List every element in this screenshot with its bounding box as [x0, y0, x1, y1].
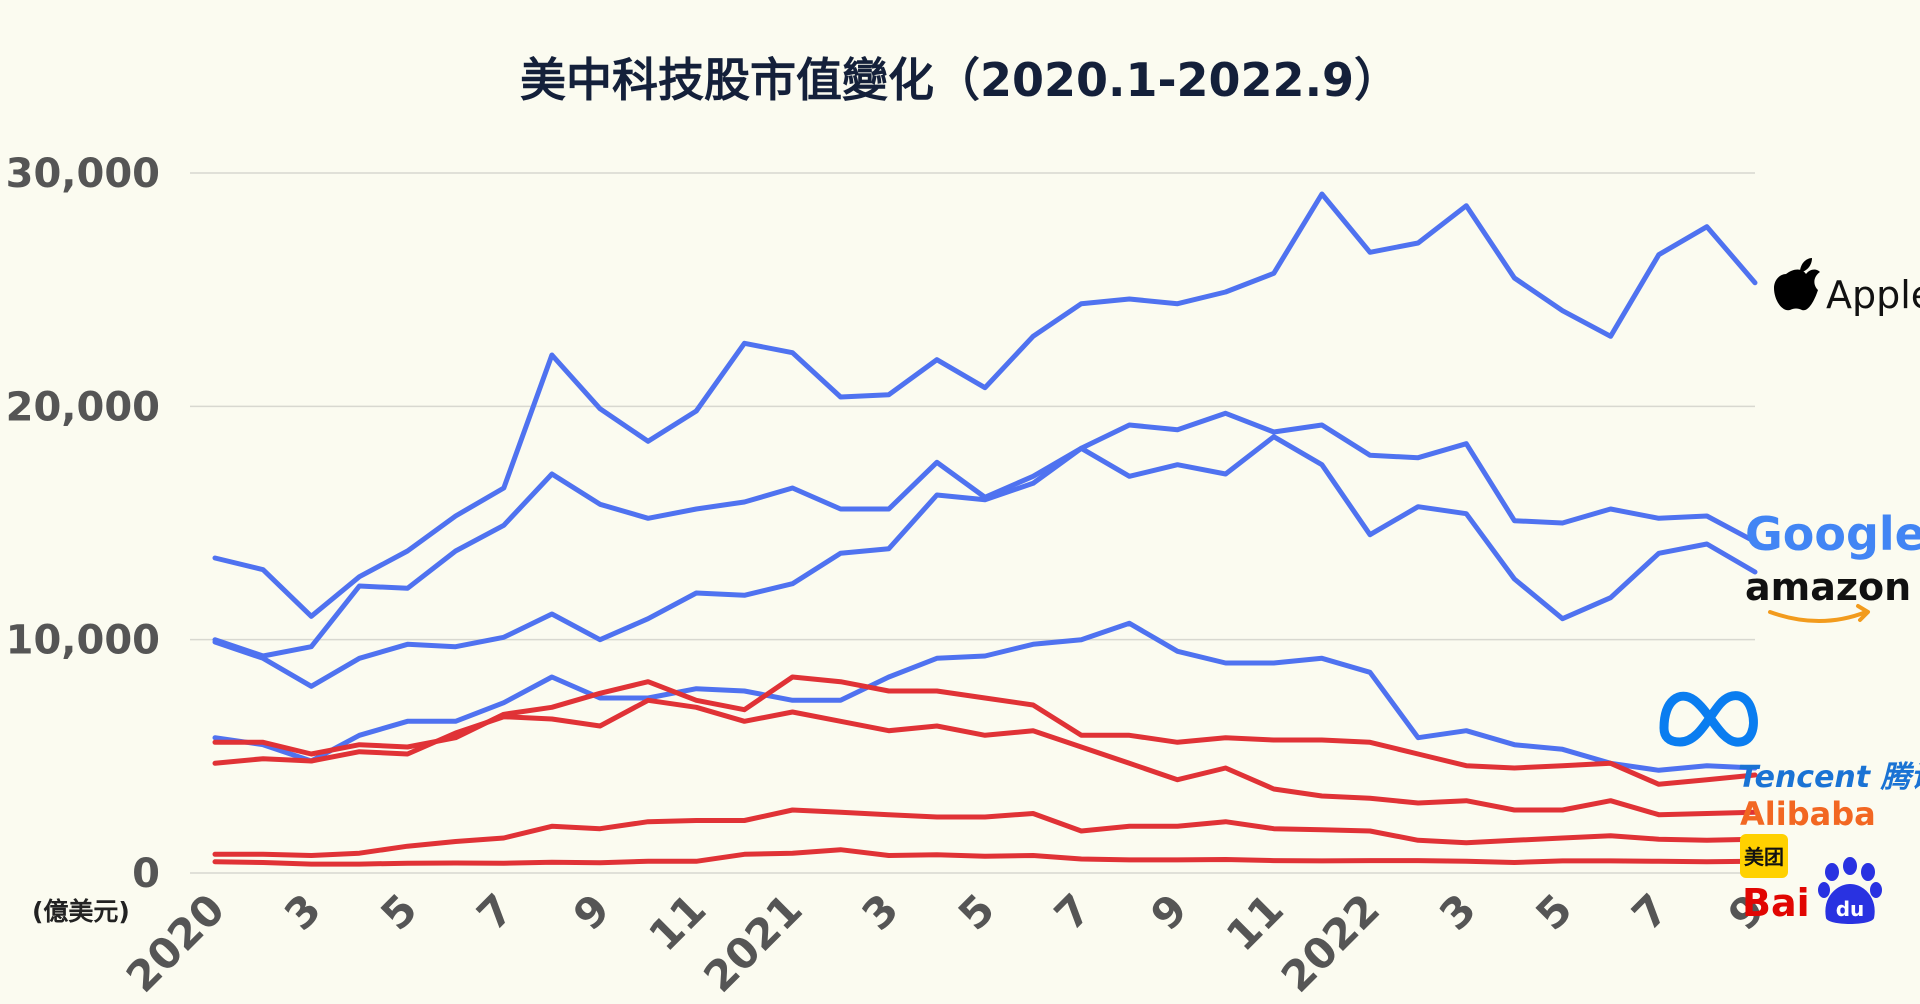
y-tick-label: 10,000 [6, 618, 160, 664]
tencent-label: Tencent 腾讯 [1738, 760, 1920, 795]
series-lines [212, 191, 1758, 867]
x-tick-label: 3 [1430, 884, 1485, 939]
meituan-label-text: 美团 [1744, 845, 1784, 869]
series-line-tencent [212, 674, 1758, 787]
x-tick-label: 2020 [117, 884, 234, 1001]
y-tick-label: 20,000 [6, 384, 160, 430]
x-tick-label: 5 [1526, 884, 1581, 939]
series-line-美团 [212, 807, 1758, 858]
baidu-label: Bai du [1742, 857, 1882, 925]
apple-logo-icon [1774, 258, 1820, 311]
x-tick-label: 7 [468, 884, 523, 939]
amazon-label-text: amazon [1745, 565, 1911, 609]
series-line-google [212, 410, 1758, 659]
series-line-baidu [212, 847, 1758, 867]
apple-label-text: Apple [1826, 273, 1920, 317]
x-tick-label: 2022 [1272, 884, 1389, 1001]
baidu-bai-text: Bai [1742, 881, 1810, 925]
amazon-smile-icon [1768, 610, 1868, 623]
series-line-apple [212, 191, 1758, 619]
x-tick-label: 11 [1217, 884, 1293, 960]
x-tick-label: 7 [1623, 884, 1678, 939]
chart-title: 美中科技股市值變化（2020.1-2022.9） [520, 53, 1400, 107]
x-tick-label: 5 [371, 884, 426, 939]
meituan-label: 美团 [1740, 834, 1788, 878]
baidu-paw-icon [1818, 857, 1882, 924]
meta-logo-icon [1659, 691, 1758, 747]
y-axis-unit-label: (億美元) [32, 897, 130, 926]
google-label: Google [1745, 507, 1920, 561]
meituan-logo-icon [1740, 834, 1788, 878]
gridlines [190, 172, 1755, 874]
x-tick-label: 3 [853, 884, 908, 939]
x-tick-label: 9 [564, 884, 619, 939]
x-tick-label: 3 [275, 884, 330, 939]
amazon-label: amazon [1745, 565, 1911, 623]
y-tick-label: 30,000 [6, 151, 160, 197]
x-tick-label: 5 [949, 884, 1004, 939]
x-tick-label: 2021 [694, 884, 811, 1001]
x-tick-label: 9 [1141, 884, 1196, 939]
series-line-amazon [212, 434, 1758, 689]
baidu-du-text: du [1836, 897, 1865, 921]
apple-label: Apple [1774, 258, 1920, 317]
alibaba-label: Alibaba [1740, 795, 1876, 833]
series-line-alibaba [212, 697, 1758, 818]
x-tick-label: 7 [1045, 884, 1100, 939]
series-line-meta [212, 620, 1758, 773]
y-tick-label: 0 [132, 851, 160, 897]
x-tick-label: 11 [639, 884, 715, 960]
y-axis-ticks: 0 10,000 20,000 30,000 [6, 151, 160, 897]
